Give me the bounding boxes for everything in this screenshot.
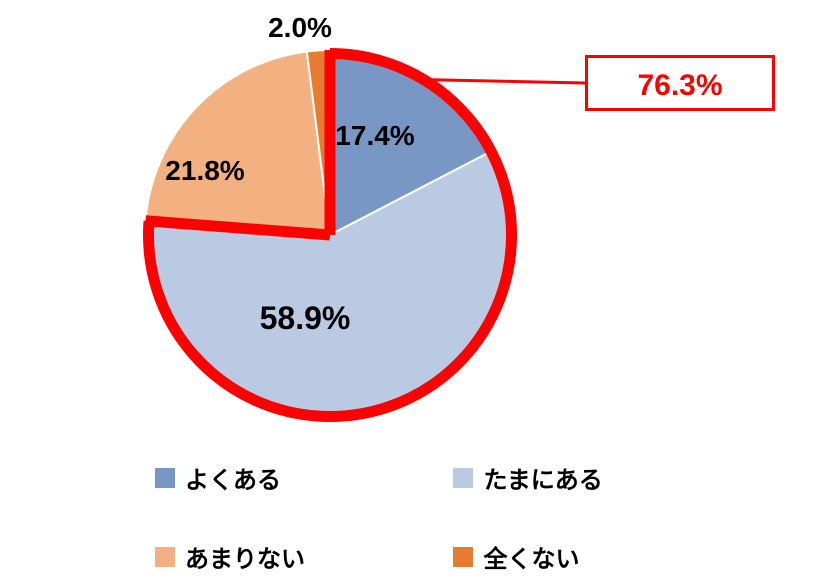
legend-swatch-0 (155, 468, 175, 488)
legend-label-0: よくある (185, 460, 281, 495)
legend-label-3: 全くない (483, 539, 579, 574)
chart-stage: 17.4% 58.9% 21.8% 2.0% 76.3% よくある たまにある … (0, 0, 840, 582)
legend-item-3: 全くない (453, 539, 713, 574)
slice-label-3: 2.0% (268, 12, 332, 44)
legend-row-1: あまりない 全くない (155, 539, 747, 574)
legend-swatch-3 (453, 547, 473, 567)
legend-item-1: たまにある (453, 460, 713, 495)
legend-label-2: あまりない (185, 539, 305, 574)
slice-label-2: 21.8% (165, 155, 244, 187)
legend-row-0: よくある たまにある (155, 460, 747, 495)
highlight-leader (431, 80, 585, 83)
slice-label-1: 58.9% (260, 300, 351, 337)
legend-swatch-1 (453, 468, 473, 488)
legend-item-2: あまりない (155, 539, 415, 574)
legend-item-0: よくある (155, 460, 415, 495)
pie-slice (146, 51, 330, 235)
highlight-callout: 76.3% (585, 55, 775, 111)
legend-label-1: たまにある (483, 460, 602, 495)
legend: よくある たまにある あまりない 全くない (155, 460, 747, 574)
slice-label-0: 17.4% (335, 120, 414, 152)
legend-swatch-2 (155, 547, 175, 567)
